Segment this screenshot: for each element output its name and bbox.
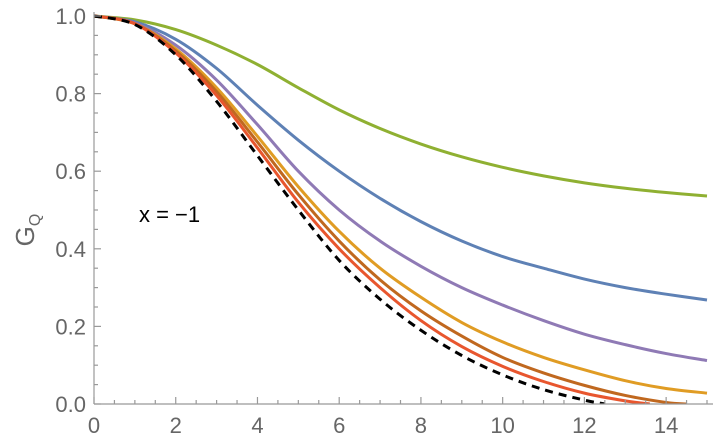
x-tick-label: 8 [415,413,427,438]
series-line-5 [94,14,687,404]
curve-annotation: x = −1 [139,202,200,227]
series-layer [94,14,708,404]
series-line-6 [94,14,650,404]
y-tick-label: 0.2 [55,314,86,339]
x-tick-label: 14 [654,413,678,438]
x-tick-label: 12 [572,413,596,438]
y-ticks: 0.0 0.2 0.4 0.6 0.8 1.0 [55,4,101,417]
y-axis-label-main: G [10,226,40,246]
x-tick-label: 10 [490,413,514,438]
y-axis-label: GQ [10,214,44,247]
x-ticks: 0 2 4 6 8 10 12 14 [88,397,708,438]
y-tick-label: 0.8 [55,82,86,107]
series-line-4 [94,14,708,395]
x-tick-label: 0 [88,413,100,438]
y-tick-label: 0.6 [55,159,86,184]
axes-layer [93,12,713,405]
series-line-7 [94,14,606,404]
x-tick-label: 2 [170,413,182,438]
series-line-2 [94,14,708,302]
y-tick-label: 1.0 [55,4,86,29]
x-tick-label: 6 [333,413,345,438]
x-tick-label: 4 [251,413,263,438]
y-tick-label: 0.4 [55,237,86,262]
y-axis-label-subscript: Q [27,214,44,226]
series-line-1 [94,14,708,198]
y-tick-label: 0.0 [55,392,86,417]
series-line-3 [94,14,708,363]
